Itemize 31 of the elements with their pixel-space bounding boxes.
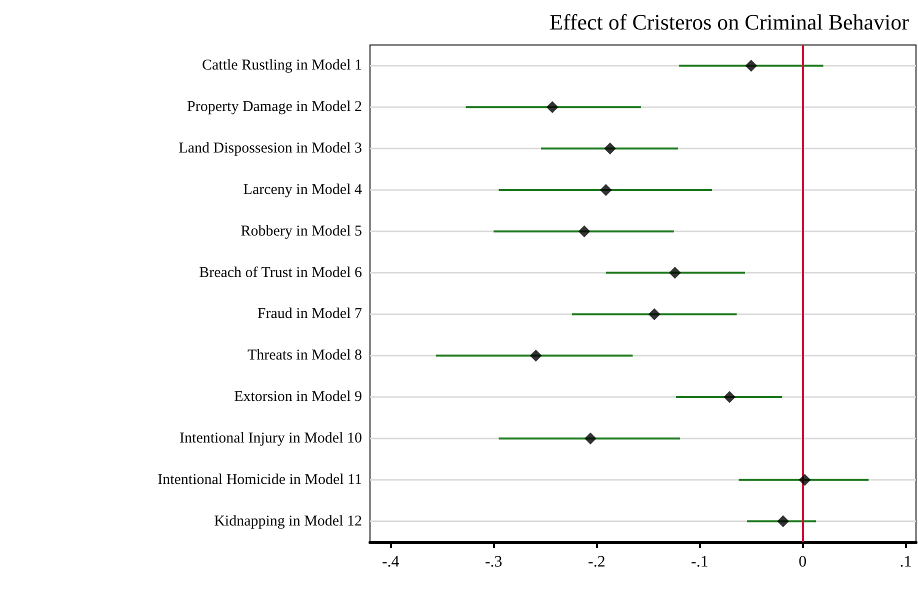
point	[530, 350, 542, 362]
y-tick-label: Fraud in Model 7	[257, 306, 362, 322]
y-tick-label: Robbery in Model 5	[240, 223, 362, 240]
y-tick-label: Cattle Rustling in Model 1	[202, 58, 362, 74]
point	[604, 142, 616, 155]
y-tick-label: Threats in Model 8	[247, 348, 362, 364]
point	[798, 474, 811, 486]
point	[777, 515, 790, 528]
y-tick-label: Larceny in Model 4	[243, 182, 362, 198]
y-tick-label: Kidnapping in Model 12	[214, 513, 362, 530]
x-tick-label: -.2	[588, 554, 606, 570]
y-tick-label: Land Dispossesion in Model 3	[178, 140, 362, 157]
chart-title: Effect of Cristeros on Criminal Behavior	[550, 10, 910, 34]
point	[600, 184, 612, 196]
x-tick-label: -.4	[382, 554, 400, 570]
y-tick-label: Extorsion in Model 9	[234, 389, 362, 406]
x-tick-label: -.3	[484, 554, 502, 570]
point	[724, 391, 736, 404]
y-tick-label: Intentional Homicide in Model 11	[158, 472, 362, 488]
point	[648, 308, 660, 320]
point	[578, 225, 590, 238]
point	[668, 266, 681, 279]
y-tick-label: Property Damage in Model 2	[187, 99, 362, 116]
x-tick-label: .1	[900, 554, 912, 570]
x-tick-label: -.1	[690, 554, 708, 570]
y-tick-label: Intentional Injury in Model 10	[180, 430, 362, 446]
point	[584, 432, 596, 444]
point	[745, 60, 758, 72]
y-tick-label: Breach of Trust in Model 6	[199, 264, 362, 281]
x-tick-label: 0	[798, 554, 807, 570]
point	[546, 101, 558, 114]
